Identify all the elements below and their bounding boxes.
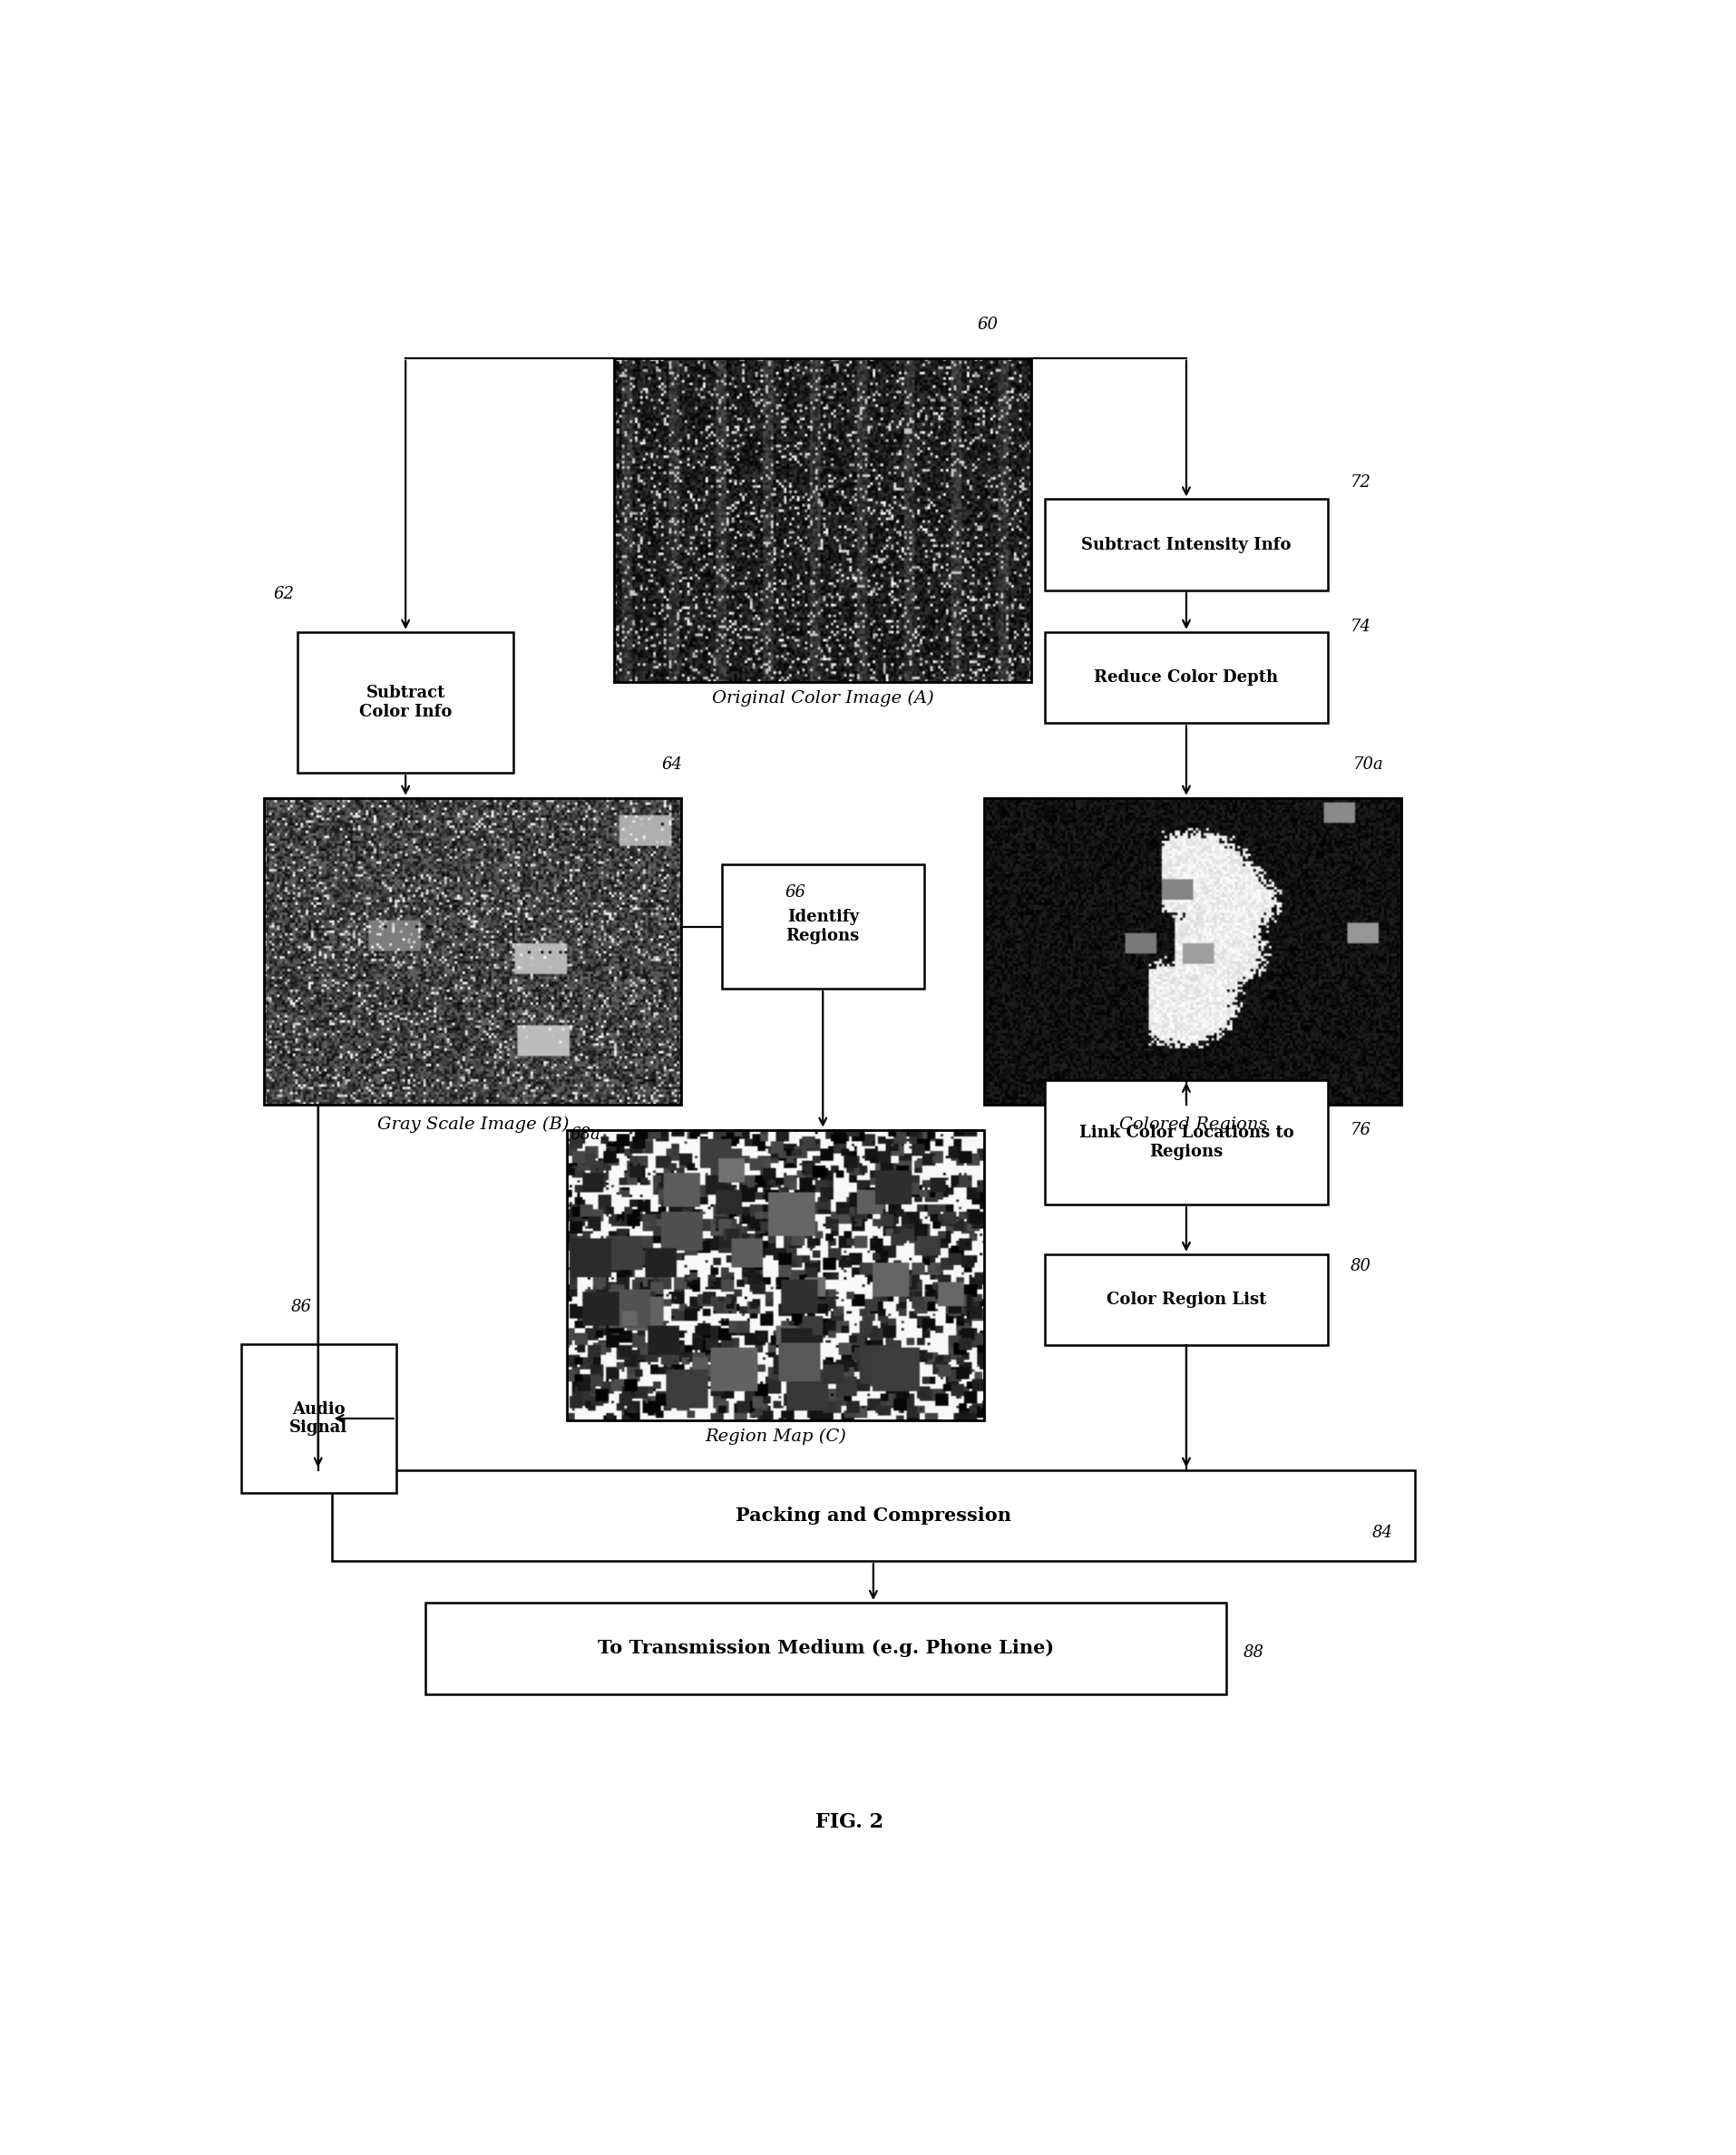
Text: Reduce Color Depth: Reduce Color Depth xyxy=(1094,670,1278,685)
Text: 68a: 68a xyxy=(569,1127,601,1142)
Text: Color Region List: Color Region List xyxy=(1106,1291,1266,1308)
Text: To Transmission Medium (e.g. Phone Line): To Transmission Medium (e.g. Phone Line) xyxy=(597,1640,1054,1657)
Text: Packing and Compression: Packing and Compression xyxy=(734,1506,1010,1524)
Text: 74: 74 xyxy=(1351,618,1371,636)
Text: Link Color Locations to
Regions: Link Color Locations to Regions xyxy=(1078,1125,1293,1159)
Bar xyxy=(241,1345,396,1493)
Text: 84: 84 xyxy=(1371,1526,1392,1541)
Text: Subtract
Color Info: Subtract Color Info xyxy=(359,685,451,720)
Text: Gray Scale Image (B): Gray Scale Image (B) xyxy=(377,1116,568,1134)
Text: Region Map (C): Region Map (C) xyxy=(705,1429,845,1446)
Bar xyxy=(722,864,924,989)
Text: 86: 86 xyxy=(292,1299,312,1315)
Text: 66: 66 xyxy=(785,884,806,901)
Text: Audio
Signal: Audio Signal xyxy=(290,1401,347,1435)
Text: 88: 88 xyxy=(1243,1644,1264,1662)
Text: Subtract Intensity Info: Subtract Intensity Info xyxy=(1082,537,1290,554)
Text: FIG. 2: FIG. 2 xyxy=(816,1812,884,1832)
Text: 64: 64 xyxy=(661,756,682,774)
Text: 70a: 70a xyxy=(1352,756,1384,774)
Bar xyxy=(1045,1080,1326,1205)
Text: Colored Regions: Colored Regions xyxy=(1118,1116,1267,1134)
Text: 76: 76 xyxy=(1351,1121,1371,1138)
Text: Original Color Image (A): Original Color Image (A) xyxy=(712,690,934,707)
Bar xyxy=(1045,1254,1326,1345)
Text: 60: 60 xyxy=(977,317,998,334)
Text: 80: 80 xyxy=(1351,1259,1371,1274)
Bar xyxy=(1045,500,1326,590)
Text: 62: 62 xyxy=(274,586,295,601)
Bar xyxy=(299,631,514,774)
Bar xyxy=(425,1603,1226,1694)
Bar xyxy=(566,1129,984,1420)
Bar xyxy=(332,1470,1415,1560)
Bar xyxy=(615,358,1031,681)
Bar xyxy=(264,797,681,1106)
Text: Identify
Regions: Identify Regions xyxy=(786,909,859,944)
Text: 72: 72 xyxy=(1351,474,1371,491)
Bar xyxy=(1045,631,1326,724)
Bar xyxy=(984,797,1401,1106)
